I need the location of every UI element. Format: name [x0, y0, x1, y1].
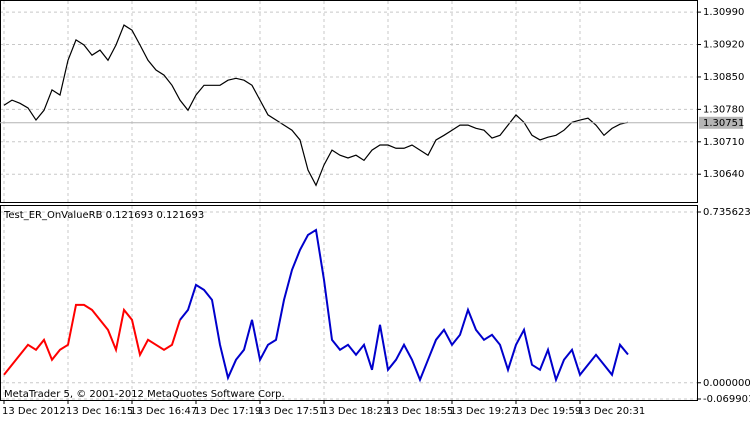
x-tick-label: 13 Dec 16:15: [66, 406, 133, 417]
y-tick-label: 1.30850: [703, 72, 744, 83]
y-tick-label: 1.30780: [703, 104, 744, 115]
x-tick-label: 13 Dec 18:55: [386, 406, 453, 417]
indicator-title: Test_ER_OnValueRB 0.121693 0.121693: [3, 210, 204, 221]
y-tick-label: 1.30920: [703, 40, 744, 51]
y-tick-label: 1.30640: [703, 169, 744, 180]
x-tick-label: 13 Dec 19:59: [514, 406, 581, 417]
y-tick-label: -0.069901: [703, 394, 750, 405]
x-tick-label: 13 Dec 17:19: [194, 406, 261, 417]
data-line: [179, 228, 629, 383]
x-tick-label: 13 Dec 18:23: [322, 406, 389, 417]
y-tick-label: 0.735623: [703, 207, 750, 218]
copyright: MetaTrader 5, © 2001-2012 MetaQuotes Sof…: [4, 389, 285, 400]
current-price-box: [699, 116, 743, 129]
panel-frame: [0, 0, 698, 203]
y-tick-label: 1.30710: [703, 137, 744, 148]
data-line: [3, 303, 181, 376]
y-tick-label: 1.30990: [703, 7, 744, 18]
x-tick-label: 13 Dec 20:31: [578, 406, 645, 417]
current-price-label: 1.30751: [703, 118, 744, 129]
y-tick-label: 0.000000: [703, 378, 750, 389]
x-tick-label: 13 Dec 17:51: [258, 406, 325, 417]
x-tick-label: 13 Dec 19:27: [450, 406, 517, 417]
x-tick-label: 13 Dec 2012: [2, 406, 66, 417]
panel-frame: [0, 205, 698, 401]
x-tick-label: 13 Dec 16:47: [130, 406, 197, 417]
